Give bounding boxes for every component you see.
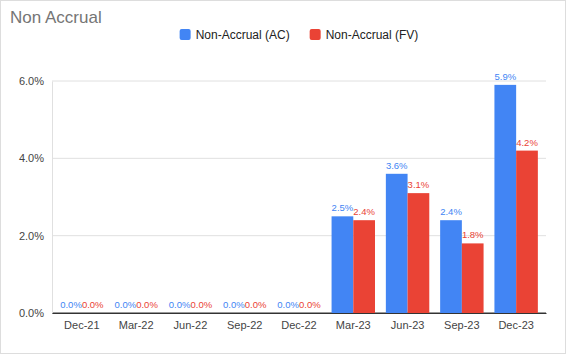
data-label: 0.0% — [82, 299, 104, 310]
data-label: 0.0% — [169, 299, 191, 310]
x-axis: Dec-21 Mar-22 Jun-22 Sep-22 Dec-22 Mar-23 Jun-… — [53, 313, 547, 331]
grid — [52, 81, 546, 313]
data-labels: 0.0%0.0%0.0%0.0%0.0%2.5%3.6%2.4%5.9%0.0%… — [60, 71, 538, 310]
data-label: 2.4% — [440, 206, 462, 217]
data-label: 2.5% — [332, 202, 354, 213]
data-label: 0.0% — [223, 299, 245, 310]
x-tick: Mar-23 — [336, 313, 371, 331]
legend-item: Non-Accrual (AC) — [180, 28, 290, 42]
data-label: 4.2% — [516, 137, 538, 148]
bar — [440, 220, 462, 313]
legend-label: Non-Accrual (AC) — [196, 28, 290, 42]
x-tick-label: Dec-23 — [498, 319, 533, 331]
grid-line — [52, 158, 546, 159]
data-label: 0.0% — [60, 299, 82, 310]
y-tick-label: 2.0% — [19, 230, 44, 242]
y-tick-label: 0.0% — [19, 307, 44, 319]
bar — [169, 313, 191, 314]
bar — [386, 174, 408, 313]
bar — [223, 313, 245, 314]
data-label: 0.0% — [277, 299, 299, 310]
y-tick: 6.0% — [19, 75, 52, 87]
bar — [516, 151, 538, 313]
bar — [277, 313, 299, 314]
legend-swatch — [310, 29, 321, 40]
bar — [245, 313, 267, 314]
bar — [494, 85, 516, 313]
x-tick-label: Dec-22 — [281, 319, 316, 331]
data-label: 3.6% — [386, 160, 408, 171]
x-tick: Dec-23 — [498, 313, 533, 331]
data-label: 0.0% — [245, 299, 267, 310]
x-axis-line — [53, 313, 547, 314]
x-tick-label: Dec-21 — [64, 319, 99, 331]
data-label: 0.0% — [114, 299, 136, 310]
x-tick: Sep-22 — [227, 313, 262, 331]
bar — [299, 313, 321, 314]
legend: Non-Accrual (AC) Non-Accrual (FV) — [180, 28, 419, 42]
x-tick: Jun-22 — [174, 313, 208, 331]
bar — [332, 216, 354, 313]
data-label: 3.1% — [408, 179, 430, 190]
bar — [408, 193, 430, 313]
grid-line — [52, 81, 546, 82]
bars — [332, 85, 538, 313]
chart: Non Accrual 0.0% 2.0% 4.0% 6.0% Dec-21 Mar-22 J… — [0, 0, 566, 354]
y-tick: 0.0% — [19, 307, 52, 319]
bar — [82, 313, 104, 314]
x-tick: Jun-23 — [391, 313, 425, 331]
x-tick: Dec-21 — [64, 313, 99, 331]
x-tick-label: Jun-22 — [174, 319, 208, 331]
data-label: 2.4% — [353, 206, 375, 217]
legend-label: Non-Accrual (FV) — [326, 28, 419, 42]
data-label: 0.0% — [190, 299, 212, 310]
x-tick: Dec-22 — [281, 313, 316, 331]
y-tick-label: 6.0% — [19, 75, 44, 87]
bar — [190, 313, 212, 314]
x-tick: Sep-23 — [444, 313, 479, 331]
bar — [60, 313, 82, 314]
bar — [353, 220, 375, 313]
x-tick-label: Jun-23 — [391, 319, 425, 331]
y-axis: 0.0% 2.0% 4.0% 6.0% — [19, 75, 53, 319]
data-label: 5.9% — [494, 71, 516, 82]
x-tick-label: Mar-23 — [336, 319, 371, 331]
y-axis-line — [52, 82, 53, 314]
plot: 0.0% 2.0% 4.0% 6.0% Dec-21 Mar-22 Jun-22 Sep-22… — [19, 71, 547, 331]
y-tick: 4.0% — [19, 152, 52, 164]
bar — [136, 313, 158, 314]
bar — [114, 313, 136, 314]
title: Non Accrual — [10, 8, 102, 27]
background — [1, 1, 566, 354]
bar — [462, 243, 484, 313]
data-label: 1.8% — [462, 229, 484, 240]
x-tick-label: Sep-23 — [444, 319, 479, 331]
y-tick-label: 4.0% — [19, 152, 44, 164]
legend-swatch — [180, 29, 191, 40]
x-tick: Mar-22 — [119, 313, 154, 331]
y-tick: 2.0% — [19, 230, 52, 242]
legend-item: Non-Accrual (FV) — [310, 28, 419, 42]
data-label: 0.0% — [136, 299, 158, 310]
data-label: 0.0% — [299, 299, 321, 310]
x-tick-label: Sep-22 — [227, 319, 262, 331]
x-tick-label: Mar-22 — [119, 319, 154, 331]
